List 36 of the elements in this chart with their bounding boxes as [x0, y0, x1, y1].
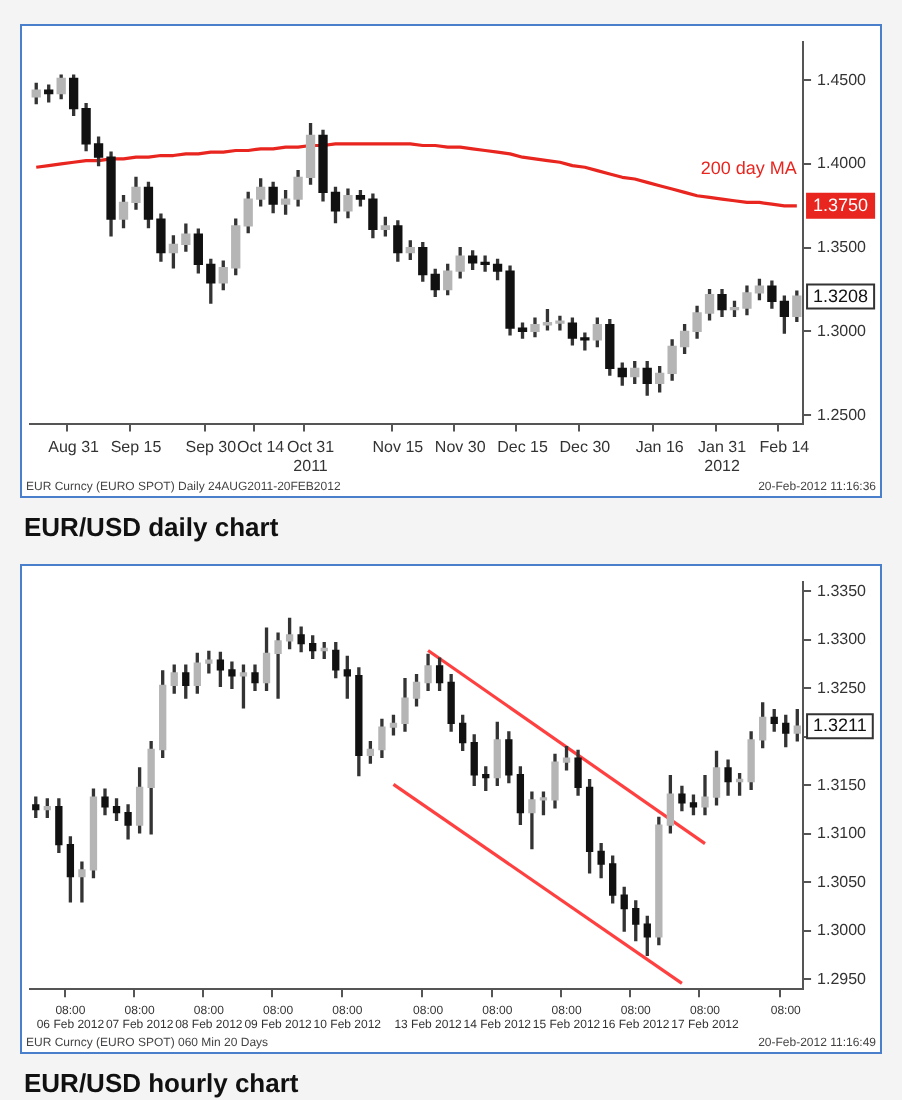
text: EUR/USD daily chart [24, 512, 281, 542]
x-tick-label: Nov 30 [434, 437, 487, 456]
y-tick-label: 1.3350 [817, 581, 868, 600]
x-tick-label: Sep 15 [110, 437, 163, 456]
y-tick-label: 1.2950 [817, 969, 868, 988]
annotation: 1.3750 [813, 194, 869, 215]
x-tick-label: Jan 31 2012 [697, 437, 748, 475]
candlestick [274, 632, 282, 699]
candlestick [78, 861, 86, 903]
candlestick [205, 650, 213, 674]
y-tick-label: 1.2500 [817, 405, 868, 424]
x-tick-label: Dec 15 [497, 437, 549, 456]
annotation: 1.3208 [813, 285, 869, 306]
x-tick-label: Dec 30 [559, 437, 612, 456]
y-tick-label: 1.4500 [817, 70, 868, 89]
y-tick-label: 1.3500 [817, 238, 868, 257]
series-label: 200 day MA [700, 157, 797, 178]
x-tick-label: Oct 31 2011 [286, 437, 336, 475]
y-tick-label: 1.4000 [817, 154, 868, 173]
y-tick-label: 1.3050 [817, 872, 868, 891]
x-tick-label: Aug 31 [48, 437, 101, 456]
x-tick-label: Jan 16 [635, 437, 685, 456]
y-tick-label: 1.3250 [817, 678, 868, 697]
x-tick-label: Sep 30 [185, 437, 238, 456]
candlestick [528, 791, 536, 850]
y-tick-label: 1.3000 [817, 921, 868, 940]
x-tick-label: Oct 14 [237, 437, 286, 456]
x-tick-label: Feb 14 [759, 437, 811, 456]
y-tick-label: 1.3300 [817, 630, 868, 649]
annotation: 1.3211 [813, 715, 867, 736]
candlestick [228, 661, 236, 690]
y-tick-label: 1.3150 [817, 775, 868, 794]
y-tick-label: 1.3100 [817, 824, 868, 843]
y-tick-label: 1.3000 [817, 321, 868, 340]
x-tick-label: Nov 15 [372, 437, 425, 456]
text: EUR/USD hourly chart [24, 1068, 301, 1098]
